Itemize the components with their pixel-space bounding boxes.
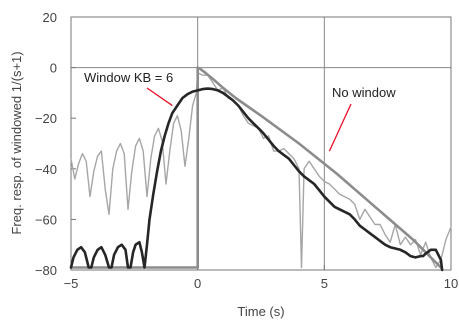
x-tick-label: 10 — [444, 276, 458, 291]
axes — [70, 16, 452, 271]
x-axis-title: Time (s) — [237, 304, 284, 319]
y-axis-title: Freq. resp. of windowed 1/(s+1) — [9, 51, 24, 234]
annotation-pointer-window — [146, 87, 173, 107]
y-tick-label: −20 — [35, 111, 57, 126]
annotation-pointers — [146, 87, 352, 152]
series-line-no-window — [70, 71, 452, 269]
x-tick-label: 5 — [321, 276, 328, 291]
series-group — [69, 66, 452, 272]
x-tick-label: 0 — [194, 276, 201, 291]
grid — [71, 17, 451, 270]
plot-frame — [70, 16, 452, 271]
annotation-window-kb6: Window KB = 6 — [84, 70, 173, 85]
y-tick-label: −40 — [35, 162, 57, 177]
annotation-pointer-no-window — [328, 103, 352, 152]
x-tick-label: −5 — [64, 276, 79, 291]
y-tick-label: 0 — [50, 61, 57, 76]
series-line-ideal — [69, 66, 443, 269]
tick-labels: −5 0 5 10 −80 −60 −40 −20 0 20 — [35, 10, 458, 291]
series-line-window-kb6 — [69, 87, 444, 272]
y-tick-label: −80 — [35, 263, 57, 278]
y-tick-label: −60 — [35, 212, 57, 227]
y-tick-label: 20 — [43, 10, 57, 25]
annotation-no-window: No window — [332, 85, 396, 100]
